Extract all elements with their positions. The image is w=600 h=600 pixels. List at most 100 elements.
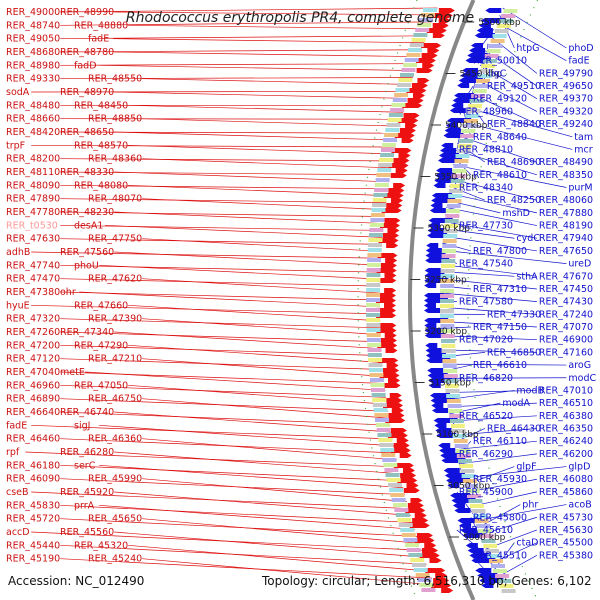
callout-line <box>114 411 392 433</box>
feature-band <box>441 254 456 258</box>
forward-gene <box>378 358 399 363</box>
gene-label: RER_45930 <box>473 474 527 485</box>
feature-band <box>419 18 434 22</box>
feature-band <box>406 53 421 57</box>
forward-gene <box>410 498 423 503</box>
gene-label: fadE <box>6 420 27 431</box>
callout-line <box>60 158 393 162</box>
feature-band <box>497 579 512 583</box>
gene-label: RER_48570 <box>74 140 128 151</box>
feature-band <box>390 493 405 497</box>
feature-band <box>447 404 462 408</box>
gene-label: RER_47340 <box>60 327 114 338</box>
callout-line <box>60 278 381 287</box>
gene-label: modC <box>568 373 596 384</box>
reverse-gene <box>424 268 441 273</box>
feature-band <box>440 304 455 308</box>
forward-gene <box>399 128 416 133</box>
scale-label: 5000 kbp <box>463 533 506 543</box>
reverse-gene <box>433 183 446 188</box>
feature-band <box>496 24 511 28</box>
gene-label: RER_46360 <box>88 434 142 445</box>
callout-line <box>128 184 388 197</box>
feature-band <box>466 494 481 498</box>
feature-band <box>391 498 406 502</box>
callout-line <box>60 198 387 204</box>
gene-label: RER_45650 <box>88 514 142 525</box>
feature-band <box>442 359 457 363</box>
callout-line <box>128 384 388 405</box>
gene-label: phoD <box>568 43 593 54</box>
feature-band <box>379 443 394 447</box>
forward-gene <box>407 98 424 103</box>
callout-line <box>128 304 381 322</box>
scale-label: 5500 kbp <box>478 18 521 28</box>
gene-label: RER_45860 <box>539 487 593 498</box>
callout-line <box>440 292 537 303</box>
feature-band <box>395 513 410 517</box>
feature-band <box>472 89 487 93</box>
gene-label: RER_47750 <box>88 234 142 245</box>
forward-gene <box>416 68 433 73</box>
gene-label: RER_46380 <box>539 411 593 422</box>
feature-band <box>378 438 393 442</box>
gene-label: sigJ <box>74 420 90 431</box>
feature-band <box>403 63 418 67</box>
gene-label: RER_47630 <box>6 234 60 245</box>
gene-label: fadE <box>88 34 109 45</box>
gene-label: cseB <box>6 487 29 498</box>
right-gene-labels: phoD htpG fadE RER_50010 RER_49790 ligC RER_49… <box>459 43 597 561</box>
forward-gene <box>386 243 399 248</box>
feature-band <box>443 229 458 233</box>
gene-label: RER_47290 <box>74 340 128 351</box>
forward-gene <box>403 113 420 118</box>
forward-gene <box>384 383 401 388</box>
reverse-gene <box>460 73 481 78</box>
feature-band <box>411 38 426 42</box>
reverse-gene <box>432 408 449 413</box>
feature-band <box>406 548 421 552</box>
reverse-gene <box>428 223 441 228</box>
reverse-gene <box>439 448 456 453</box>
forward-gene <box>390 173 407 178</box>
feature-band <box>395 88 410 92</box>
callout-line <box>99 64 415 71</box>
feature-band <box>459 464 474 468</box>
gene-label: htpG <box>516 43 539 54</box>
forward-gene <box>395 168 408 173</box>
feature-band <box>484 54 499 58</box>
callout-line <box>445 207 537 226</box>
feature-band <box>448 409 463 413</box>
reverse-gene <box>424 328 441 333</box>
forward-gene <box>389 393 402 398</box>
gene-label: RER_45380 <box>539 550 593 561</box>
feature-band <box>483 544 498 548</box>
gene-label: RER_46430 <box>487 423 541 434</box>
gene-label: RER_45610 <box>459 525 513 536</box>
reverse-gene <box>477 573 498 578</box>
scale-label: 5050 kbp <box>448 482 491 492</box>
feature-band <box>370 213 385 217</box>
feature-band <box>367 353 382 357</box>
reverse-gene <box>424 283 437 288</box>
gene-label: RER_47010 <box>539 385 593 396</box>
feature-band <box>374 183 389 187</box>
callout-line <box>31 424 393 440</box>
callout-line <box>128 104 404 113</box>
forward-gene <box>385 418 406 423</box>
reverse-gene <box>425 343 438 348</box>
forward-gene <box>414 538 435 543</box>
feature-band <box>492 34 507 38</box>
forward-gene <box>387 433 408 438</box>
reverse-gene <box>440 453 461 458</box>
feature-band <box>375 178 390 182</box>
feature-band <box>373 193 388 197</box>
forward-gene <box>438 18 451 23</box>
callout-line <box>85 371 386 391</box>
page-title: Rhodococcus erythropolis PR4, complete g… <box>125 10 475 26</box>
gene-label: RER_49240 <box>539 119 593 130</box>
callout-line <box>60 411 391 426</box>
forward-gene <box>380 338 397 343</box>
feature-band <box>441 349 456 353</box>
